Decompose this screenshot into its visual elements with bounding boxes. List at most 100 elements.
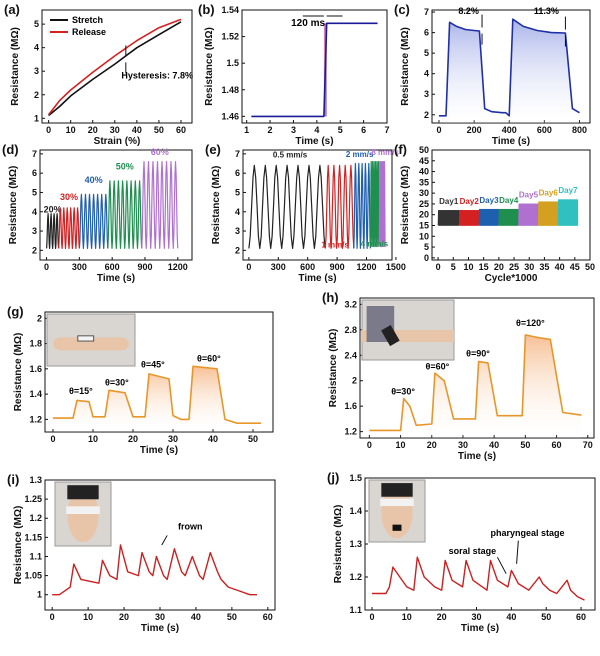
face-photo bbox=[54, 481, 112, 547]
y-axis-label: Resistance (MΩ) bbox=[328, 329, 339, 408]
y-tick-label: 4 bbox=[32, 207, 37, 217]
sensor-patch bbox=[381, 324, 400, 347]
legend-label: Release bbox=[72, 27, 106, 37]
x-tick-label: 5 bbox=[451, 262, 456, 272]
speed-series-4 bbox=[378, 161, 386, 248]
y-tick-label: 5 bbox=[424, 48, 429, 58]
x-tick-label: 20 bbox=[437, 612, 447, 622]
panel-label: (i) bbox=[7, 472, 19, 487]
angle-annotation: θ=45° bbox=[141, 360, 165, 370]
x-tick-label: 1200 bbox=[356, 262, 376, 272]
series-label: Day4 bbox=[499, 196, 519, 205]
plot-frame-e bbox=[242, 149, 393, 261]
x-tick-label: 40 bbox=[208, 434, 218, 444]
chart-f: 0 5 10 15 20 25 30 35 40 45 5005101520253035404550… bbox=[394, 142, 595, 284]
series-label: 30% bbox=[60, 192, 78, 202]
x-tick-label: 200 bbox=[467, 125, 482, 135]
y-tick-label: 4 bbox=[235, 207, 240, 217]
panel-label: (d) bbox=[2, 142, 19, 157]
x-tick-label: 40 bbox=[555, 262, 565, 272]
angle-annotation: θ=120° bbox=[516, 318, 545, 328]
x-axis-label: Time (s) bbox=[298, 273, 336, 284]
relaxation-annotation: 11.3% bbox=[534, 6, 559, 16]
plot-frame-d bbox=[39, 149, 193, 261]
y-tick-label: 15 bbox=[419, 220, 429, 230]
series-label: 0.5 mm/s bbox=[273, 151, 308, 160]
chart-b: 1 2 3 4 5 6 7 1.46 1.48 1.5 1.52 1.54 Time (s) Resist… bbox=[198, 2, 390, 147]
x-tick-label: 10 bbox=[66, 125, 76, 135]
series-label: 8 mm/s bbox=[371, 148, 399, 157]
x-tick-label: 0 bbox=[246, 262, 251, 272]
y-tick-label: 3 bbox=[235, 226, 240, 236]
neck-photo bbox=[368, 479, 426, 543]
x-axis-label: Time (s) bbox=[492, 136, 530, 147]
chart-e: 0 300 600 900 1200 1500 2 3 4 5 6 7 Time (s) Resistan… bbox=[205, 142, 406, 284]
x-tick-label: 0 bbox=[369, 612, 374, 622]
face-shape bbox=[67, 488, 99, 543]
x-tick-label: 0 bbox=[50, 612, 55, 622]
x-tick-label: 70 bbox=[583, 440, 593, 450]
y-tick-label: 1.3 bbox=[29, 475, 42, 485]
series-label: Day7 bbox=[558, 186, 578, 195]
y-tick-label: 1.4 bbox=[29, 389, 42, 399]
x-tick-label: 40 bbox=[132, 125, 142, 135]
series-label: 20% bbox=[44, 205, 62, 215]
x-tick-label: 2 bbox=[268, 125, 273, 135]
y-tick-label: 2 bbox=[34, 90, 39, 100]
x-tick-label: 10 bbox=[396, 440, 406, 450]
y-tick-label: 1.46 bbox=[221, 111, 239, 121]
strain-series-4 bbox=[141, 161, 179, 249]
y-tick-label: 3.2 bbox=[344, 299, 357, 309]
x-tick-label: 0 bbox=[437, 125, 442, 135]
durability-series-0 bbox=[437, 209, 460, 226]
y-tick-label: 1.8 bbox=[29, 339, 42, 349]
x-tick-label: 20 bbox=[128, 434, 138, 444]
x-tick-label: 600 bbox=[300, 262, 315, 272]
y-tick-label: 5 bbox=[32, 187, 37, 197]
x-tick-label: 0 bbox=[367, 440, 372, 450]
y-tick-label: 7 bbox=[235, 149, 240, 159]
panel-label: (j) bbox=[327, 470, 339, 485]
x-tick-label: 50 bbox=[248, 434, 258, 444]
elbow-photo bbox=[361, 299, 455, 361]
pharyngeal-arrow bbox=[516, 540, 519, 564]
y-tick-label: 1.15 bbox=[24, 532, 42, 542]
x-tick-label: 900 bbox=[137, 262, 152, 272]
y-tick-label: 1.5 bbox=[226, 58, 239, 68]
y-axis-label: Resistance (MΩ) bbox=[10, 27, 21, 106]
y-tick-label: 3 bbox=[34, 66, 39, 76]
durability-series-1 bbox=[458, 209, 480, 226]
x-tick-label: 7 bbox=[384, 125, 389, 135]
y-tick-label: 1.3 bbox=[349, 539, 362, 549]
panel-label: (h) bbox=[322, 290, 339, 305]
angle-annotation: θ=15° bbox=[69, 386, 93, 396]
speed-series-1 bbox=[324, 164, 355, 249]
x-tick-label: 4 bbox=[314, 125, 319, 135]
x-tick-label: 40 bbox=[191, 612, 201, 622]
x-axis-label: Time (s) bbox=[461, 623, 499, 634]
y-tick-label: 50 bbox=[419, 145, 429, 155]
x-tick-label: 20 bbox=[88, 125, 98, 135]
swallow-line bbox=[372, 556, 585, 601]
relaxation-area bbox=[439, 19, 580, 124]
x-axis-label: Strain (%) bbox=[94, 136, 141, 147]
angle-annotation: θ=60° bbox=[197, 353, 221, 363]
arm-shape bbox=[53, 337, 129, 351]
elbow-area bbox=[369, 334, 582, 438]
angle-annotation: θ=60° bbox=[426, 361, 450, 371]
x-tick-label: 10 bbox=[402, 612, 412, 622]
panel-label: (e) bbox=[205, 142, 221, 157]
y-axis-label: Resistance (MΩ) bbox=[333, 505, 344, 584]
privacy-bar bbox=[380, 498, 414, 507]
plot-frame-b bbox=[241, 9, 388, 124]
durability-series-2 bbox=[478, 208, 500, 226]
chart-d: 0 300 600 900 1200 2 3 4 5 6 7 Time (s) Resistance (… bbox=[2, 142, 193, 284]
legend-label: Stretch bbox=[72, 15, 103, 25]
y-tick-label: 6 bbox=[235, 168, 240, 178]
series-label: Day2 bbox=[460, 197, 480, 206]
x-tick-label: 6 bbox=[361, 125, 366, 135]
x-tick-label: 600 bbox=[105, 262, 120, 272]
pharyngeal-annotation: pharyngeal stage bbox=[490, 528, 564, 538]
x-axis-label: Time (s) bbox=[141, 623, 179, 634]
x-tick-label: 5 bbox=[338, 125, 343, 135]
